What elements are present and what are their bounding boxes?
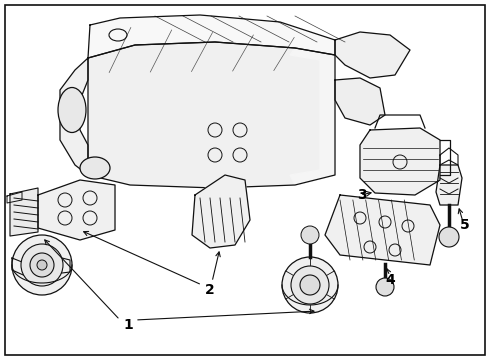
Polygon shape <box>12 258 32 278</box>
Text: 1: 1 <box>123 318 133 332</box>
Circle shape <box>301 226 319 244</box>
Polygon shape <box>60 58 88 175</box>
Polygon shape <box>88 42 335 188</box>
Polygon shape <box>88 15 335 58</box>
Polygon shape <box>290 48 335 185</box>
Polygon shape <box>192 175 250 248</box>
Polygon shape <box>54 256 70 274</box>
Circle shape <box>439 227 459 247</box>
Polygon shape <box>335 32 410 78</box>
Circle shape <box>291 266 329 304</box>
Polygon shape <box>335 78 385 125</box>
Circle shape <box>12 235 72 295</box>
Circle shape <box>376 278 394 296</box>
Circle shape <box>21 244 63 286</box>
Text: 5: 5 <box>460 218 470 232</box>
Ellipse shape <box>80 157 110 179</box>
Ellipse shape <box>58 87 86 132</box>
Polygon shape <box>436 165 462 205</box>
Polygon shape <box>10 188 38 236</box>
Text: 3: 3 <box>357 188 367 202</box>
Text: 4: 4 <box>385 273 395 287</box>
Polygon shape <box>38 180 115 240</box>
Circle shape <box>37 260 47 270</box>
Polygon shape <box>360 128 440 195</box>
Text: 2: 2 <box>205 283 215 297</box>
Circle shape <box>30 253 54 277</box>
Circle shape <box>300 275 320 295</box>
Polygon shape <box>325 195 440 265</box>
Circle shape <box>282 257 338 313</box>
